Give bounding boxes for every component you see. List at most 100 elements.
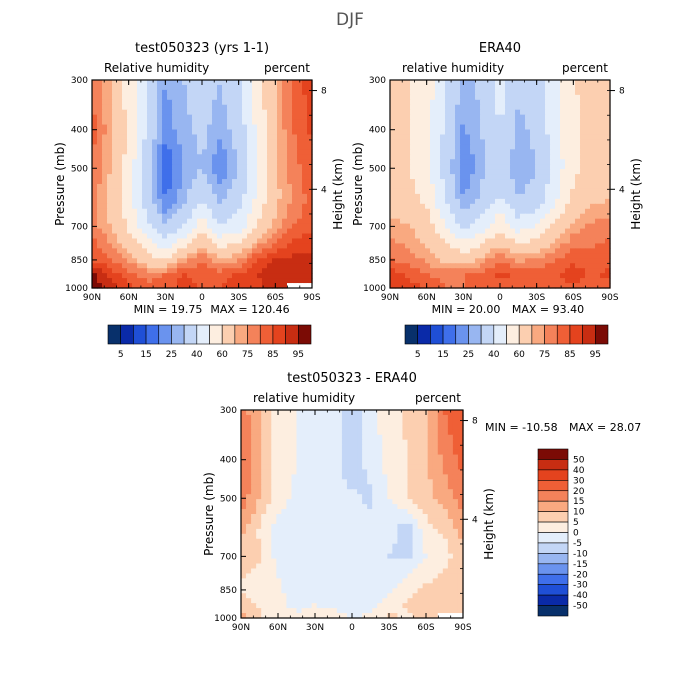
model-cell xyxy=(222,139,228,145)
model-cell xyxy=(192,243,198,249)
era40-cell xyxy=(485,268,491,274)
diff-cell xyxy=(241,454,247,461)
era40-cell xyxy=(580,84,586,91)
era40-cell xyxy=(505,184,511,190)
diff-cell xyxy=(452,424,459,431)
era40-cell xyxy=(550,94,556,101)
era40-cell xyxy=(580,263,586,269)
era40-cell xyxy=(395,179,401,185)
era40-colorbar-label: 5 xyxy=(415,350,421,360)
era40-cell xyxy=(505,233,511,240)
era40-cell xyxy=(590,223,596,230)
era40-cell xyxy=(555,114,561,121)
model-cell xyxy=(167,188,173,195)
era40-cell xyxy=(500,184,506,190)
model-cell xyxy=(272,149,278,155)
model-cell xyxy=(177,104,183,111)
era40-cell xyxy=(575,164,581,170)
era40-cell xyxy=(495,188,501,195)
model-cell xyxy=(112,179,118,185)
diff-cell xyxy=(271,414,277,421)
era40-cell xyxy=(410,179,416,185)
model-cell xyxy=(122,164,128,170)
model-cell xyxy=(157,278,163,284)
diff-cell xyxy=(276,479,282,485)
diff-cell xyxy=(367,419,373,426)
era40-cell xyxy=(470,228,476,235)
diff-cell xyxy=(266,454,272,461)
era40-cell xyxy=(515,268,521,274)
model-cell xyxy=(267,258,273,264)
model-cell xyxy=(202,174,208,180)
era40-cell xyxy=(480,184,486,190)
model-cell xyxy=(292,139,298,145)
model-cell xyxy=(222,203,228,210)
diff-cell xyxy=(311,484,318,490)
diff-cell xyxy=(271,429,277,436)
era40-cell xyxy=(570,248,576,254)
diff-cell xyxy=(296,439,303,446)
model-cell xyxy=(122,80,128,86)
model-cell xyxy=(152,134,158,141)
model-cell xyxy=(272,253,278,259)
era40-cell xyxy=(420,114,426,121)
era40-cell xyxy=(410,89,416,96)
era40-cell xyxy=(475,263,481,269)
model-cell xyxy=(162,164,168,170)
model-cell xyxy=(197,134,203,141)
diff-cell xyxy=(346,474,353,480)
model-cell xyxy=(262,94,268,101)
model-cell xyxy=(302,228,308,235)
diff-cell xyxy=(261,439,267,446)
era40-cell xyxy=(585,104,591,111)
diff-cell xyxy=(392,419,399,426)
model-cell xyxy=(287,84,293,91)
era40-cell xyxy=(560,104,566,111)
model-cell xyxy=(262,124,268,131)
model-cell xyxy=(232,198,238,205)
era40-cell xyxy=(415,228,421,235)
diff-cell xyxy=(331,489,338,495)
era40-cell xyxy=(570,139,576,145)
model-cell xyxy=(152,119,158,126)
era40-cell xyxy=(440,164,446,170)
era40-cell xyxy=(420,154,426,160)
model-cell xyxy=(277,169,283,175)
era40-cell xyxy=(485,184,491,190)
diff-cell xyxy=(326,518,333,525)
model-cell xyxy=(192,119,198,126)
model-cell xyxy=(137,80,143,86)
diff-cell xyxy=(291,484,298,490)
era40-colorbar-label: 15 xyxy=(437,350,448,360)
model-cell xyxy=(107,213,113,220)
era40-cell xyxy=(420,159,426,165)
diff-cell xyxy=(457,459,464,466)
model-cell xyxy=(102,124,108,131)
diff-cell xyxy=(377,454,383,461)
model-cell xyxy=(127,124,133,131)
model-cell xyxy=(192,169,198,175)
diff-cell xyxy=(246,454,252,461)
era40-cell xyxy=(535,169,541,175)
model-cell xyxy=(137,99,143,106)
diff-cell xyxy=(397,449,404,456)
model-cell xyxy=(287,188,293,195)
model-cell xyxy=(287,223,293,230)
era40-cell xyxy=(535,213,541,220)
diff-cell xyxy=(271,424,277,431)
model-cell xyxy=(277,149,283,155)
model-cell xyxy=(222,268,228,274)
diff-cell xyxy=(281,528,288,535)
model-cell xyxy=(282,253,288,259)
diff-cell xyxy=(296,479,303,485)
era40-cell xyxy=(495,243,501,249)
era40-cell xyxy=(410,258,416,264)
model-cell xyxy=(122,248,128,254)
diff-cell xyxy=(417,494,424,500)
era40-cell xyxy=(595,139,601,145)
era40-cell xyxy=(500,80,506,86)
model-cell xyxy=(272,273,278,279)
model-cell xyxy=(147,84,153,91)
diff-cell xyxy=(326,489,333,495)
diff-cell xyxy=(407,474,414,480)
